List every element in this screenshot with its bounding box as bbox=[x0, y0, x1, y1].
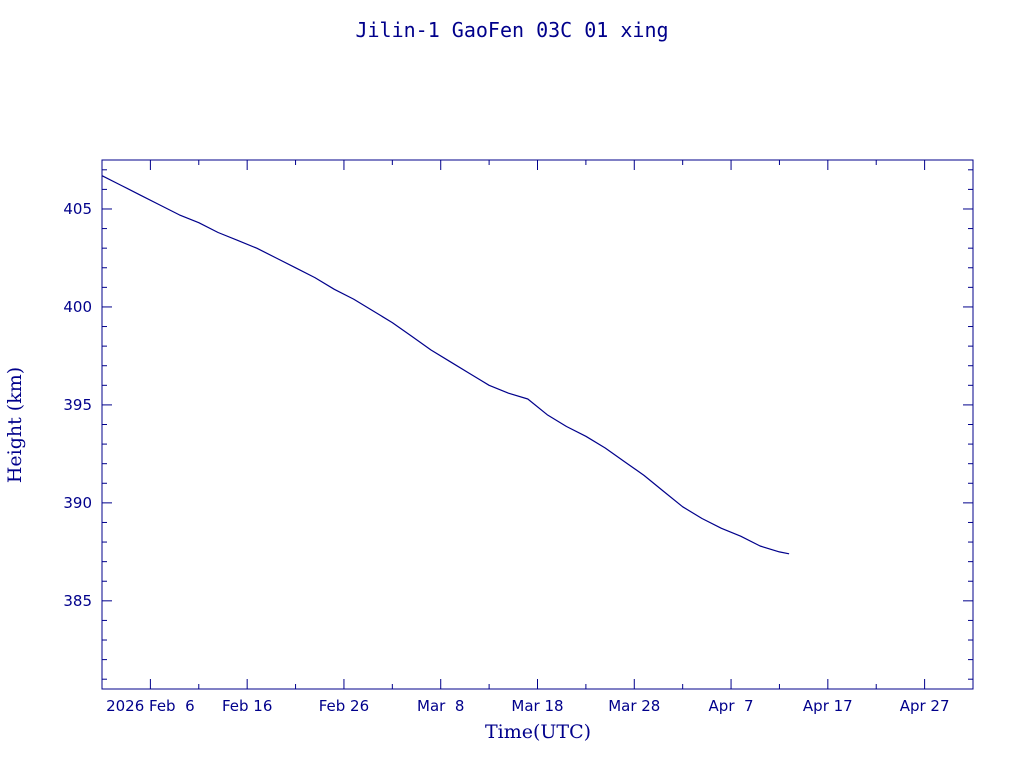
y-minor-ticks bbox=[102, 169, 973, 680]
x-tick-label: Mar 8 bbox=[417, 697, 464, 715]
y-tick-label: 395 bbox=[63, 396, 92, 414]
x-tick-label: Feb 16 bbox=[222, 697, 272, 715]
series-layer bbox=[101, 175, 790, 555]
x-tick-label: 2026 Feb 6 bbox=[106, 697, 195, 715]
y-tick-labels: 385 390 395 400 405 bbox=[63, 200, 92, 610]
x-tick-label: Feb 26 bbox=[319, 697, 369, 715]
x-tick-label: Mar 18 bbox=[511, 697, 563, 715]
x-tick-label: Apr 27 bbox=[900, 697, 950, 715]
x-tick-labels: 2026 Feb 6 Feb 16 Feb 26 Mar 8 Mar 18 Mar 28 A… bbox=[106, 697, 949, 715]
y-axis-label: Height (km) bbox=[4, 367, 26, 483]
y-major-ticks bbox=[102, 208, 973, 602]
x-tick-label: Mar 28 bbox=[608, 697, 660, 715]
y-tick-label: 385 bbox=[63, 592, 92, 610]
x-axis-label: Time(UTC) bbox=[485, 721, 591, 743]
y-tick-label: 400 bbox=[63, 298, 92, 316]
x-tick-label: Apr 17 bbox=[803, 697, 853, 715]
x-ticks bbox=[101, 160, 974, 689]
height-series-line bbox=[101, 175, 790, 555]
chart-title: Jilin-1 GaoFen 03C 01 xing bbox=[355, 18, 668, 42]
y-tick-label: 390 bbox=[63, 494, 92, 512]
x-tick-label: Apr 7 bbox=[709, 697, 754, 715]
y-tick-label: 405 bbox=[63, 200, 92, 218]
plot-frame bbox=[101, 159, 974, 690]
